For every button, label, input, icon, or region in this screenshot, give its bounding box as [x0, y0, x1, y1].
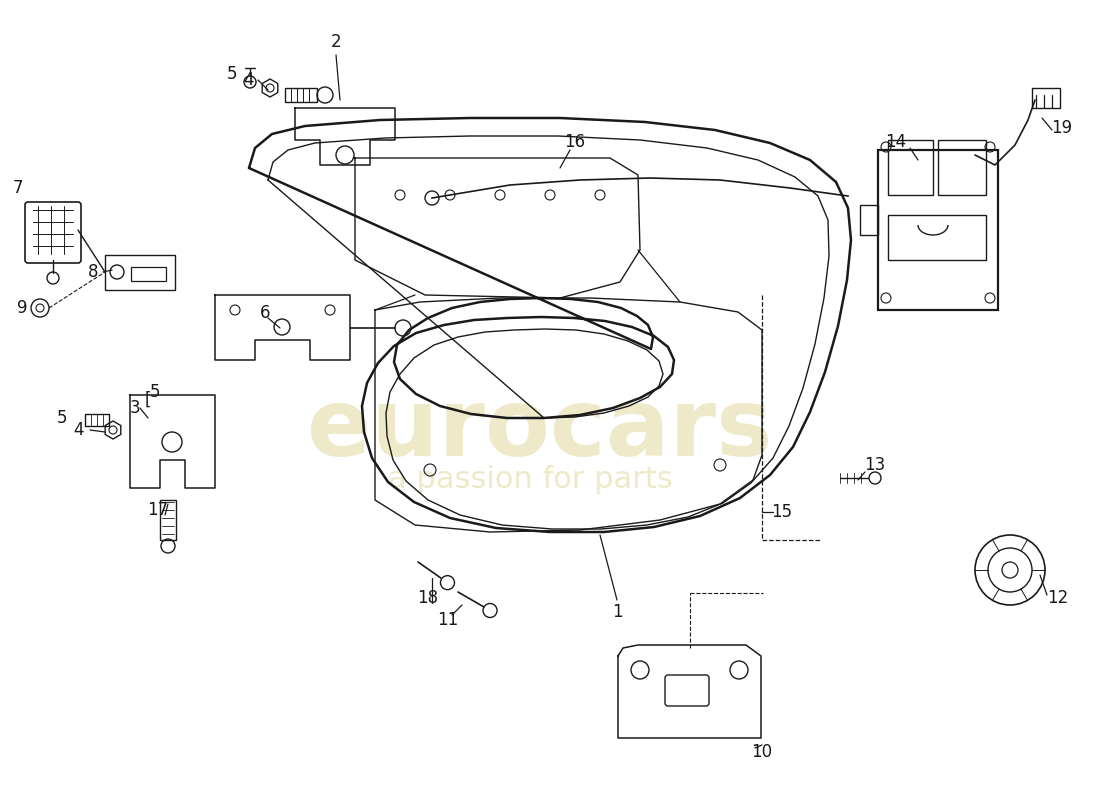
Bar — [85, 414, 109, 426]
Bar — [160, 500, 176, 540]
Bar — [888, 140, 933, 195]
Text: 17: 17 — [147, 501, 168, 519]
Text: 19: 19 — [1052, 119, 1072, 137]
Bar — [878, 150, 998, 310]
Text: 6: 6 — [260, 304, 271, 322]
Bar — [104, 255, 175, 290]
Text: eurocars: eurocars — [307, 384, 772, 476]
Bar — [888, 215, 986, 260]
Bar — [285, 88, 317, 102]
Text: 7: 7 — [13, 179, 23, 197]
Text: 4: 4 — [243, 71, 253, 89]
Bar — [131, 267, 166, 281]
Text: 10: 10 — [751, 743, 772, 761]
Text: 12: 12 — [1047, 589, 1068, 607]
Text: a passion for parts: a passion for parts — [387, 466, 672, 494]
Bar — [860, 205, 878, 235]
Text: [: [ — [145, 391, 152, 409]
Text: 14: 14 — [886, 133, 906, 151]
Text: 8: 8 — [88, 263, 98, 281]
Text: 11: 11 — [438, 611, 459, 629]
Text: 3: 3 — [130, 399, 141, 417]
Bar — [1032, 88, 1060, 108]
Text: 15: 15 — [771, 503, 793, 521]
Text: 2: 2 — [331, 33, 341, 51]
Text: 5: 5 — [150, 383, 161, 401]
Text: 4: 4 — [73, 421, 84, 439]
Text: 5: 5 — [227, 65, 238, 83]
Text: 13: 13 — [865, 456, 886, 474]
Text: 18: 18 — [417, 589, 439, 607]
Text: 1: 1 — [612, 603, 623, 621]
Text: 9: 9 — [16, 299, 28, 317]
Text: 16: 16 — [564, 133, 585, 151]
Bar — [938, 140, 986, 195]
Text: 5: 5 — [57, 409, 67, 427]
